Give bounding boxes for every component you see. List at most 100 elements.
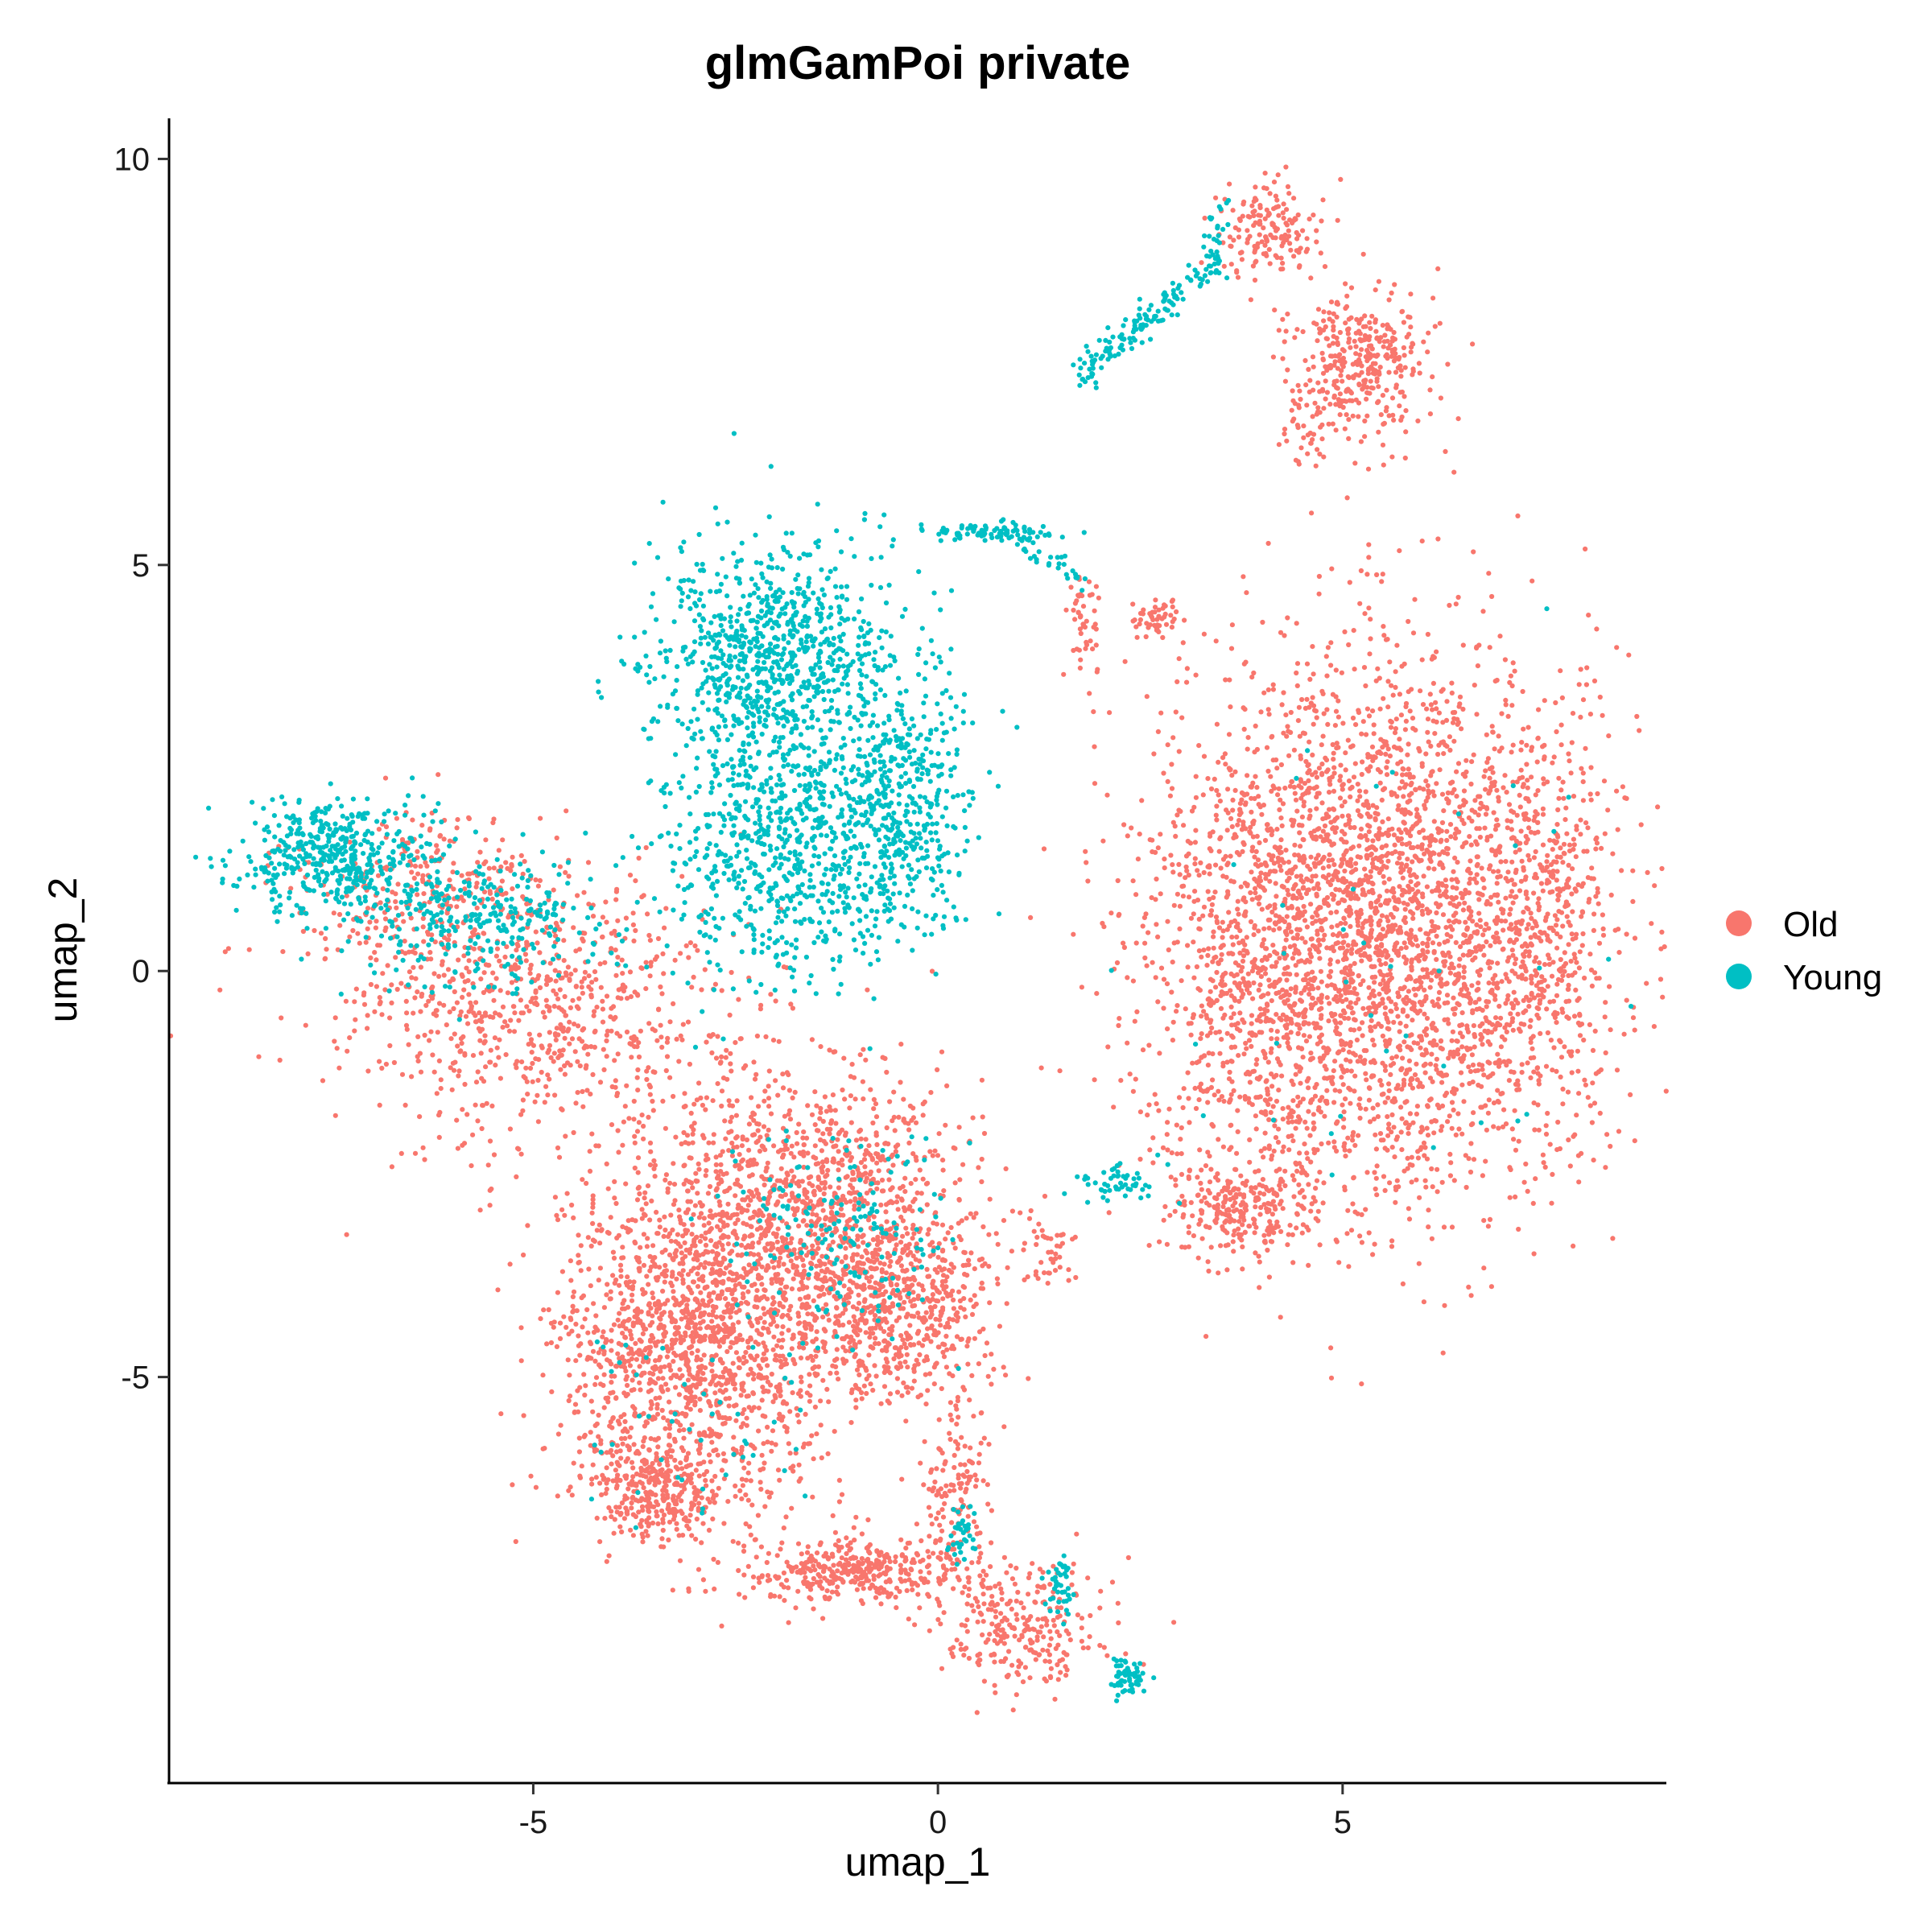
point-old xyxy=(1501,907,1506,913)
point-old xyxy=(1486,926,1492,931)
point-old xyxy=(1511,989,1517,995)
point-old xyxy=(1417,748,1422,754)
point-old xyxy=(1171,902,1177,908)
point-old xyxy=(1663,1088,1669,1094)
point-old xyxy=(1356,834,1363,840)
point-old xyxy=(1394,906,1400,912)
point-old xyxy=(1364,706,1370,712)
point-old xyxy=(1209,1025,1215,1031)
point-old xyxy=(1578,817,1583,823)
point-old xyxy=(644,1244,650,1249)
point-old xyxy=(1506,979,1512,985)
point-old xyxy=(1443,981,1448,987)
point-old xyxy=(1366,713,1373,719)
point-old xyxy=(572,1402,579,1407)
point-old xyxy=(1253,848,1259,854)
point-old xyxy=(1298,1100,1303,1105)
point-old xyxy=(1117,911,1122,917)
point-old xyxy=(1554,729,1559,735)
point-old xyxy=(1543,1131,1550,1137)
point-old xyxy=(1443,925,1449,931)
point-old xyxy=(1434,781,1439,786)
point-old xyxy=(1262,966,1268,972)
point-old xyxy=(1419,842,1425,848)
point-old xyxy=(1517,847,1522,852)
point-old xyxy=(1550,927,1556,934)
point-old xyxy=(1229,935,1235,940)
point-old xyxy=(1243,800,1249,806)
point-old xyxy=(1229,622,1235,628)
point-old xyxy=(1475,929,1480,935)
point-old xyxy=(1294,661,1301,667)
point-old xyxy=(1284,914,1290,919)
point-old xyxy=(1176,1095,1183,1100)
point-old xyxy=(1265,768,1271,774)
point-old xyxy=(1369,887,1375,893)
point-old xyxy=(1393,1187,1399,1193)
point-old xyxy=(1545,852,1550,858)
point-old xyxy=(1363,1207,1368,1212)
point-old xyxy=(1464,927,1470,932)
point-old xyxy=(1314,806,1319,811)
point-old xyxy=(1306,1085,1311,1091)
point-old xyxy=(780,1337,786,1343)
point-old xyxy=(1397,737,1402,742)
point-old xyxy=(1337,988,1343,993)
point-old xyxy=(1510,1027,1516,1033)
point-old xyxy=(1414,874,1419,880)
point-old xyxy=(730,1538,736,1544)
point-old xyxy=(1387,659,1393,665)
point-old xyxy=(1315,931,1320,937)
point-old xyxy=(1451,869,1456,874)
point-old xyxy=(1344,1231,1350,1236)
point-old xyxy=(1414,1077,1420,1083)
point-old xyxy=(1333,708,1340,714)
point-old xyxy=(637,1380,642,1385)
point-old xyxy=(1274,960,1279,965)
point-old xyxy=(1266,977,1272,983)
point-old xyxy=(1339,670,1344,675)
point-old xyxy=(1484,939,1489,945)
point-old xyxy=(1368,1024,1373,1030)
point-old xyxy=(1445,1017,1451,1022)
point-old xyxy=(1439,1179,1445,1185)
point-old xyxy=(1253,774,1258,779)
point-old xyxy=(1252,956,1258,962)
point-old xyxy=(1333,667,1339,673)
point-old xyxy=(1220,1060,1226,1066)
point-old xyxy=(1471,1110,1476,1116)
point-old xyxy=(1430,769,1435,774)
point-old xyxy=(1147,1147,1153,1153)
point-old xyxy=(1257,804,1263,810)
point-old xyxy=(1450,720,1456,725)
point-old xyxy=(1431,851,1437,857)
point-old xyxy=(1409,957,1414,963)
point-old xyxy=(1406,1216,1413,1222)
point-old xyxy=(1558,956,1563,963)
point-old xyxy=(658,1354,663,1360)
point-old xyxy=(1540,811,1546,817)
point-old xyxy=(1217,836,1223,842)
point-old xyxy=(1542,756,1547,762)
point-old xyxy=(1525,817,1532,823)
point-old xyxy=(1488,902,1493,907)
point-old xyxy=(741,1360,746,1366)
point-old xyxy=(1615,827,1620,832)
point-old xyxy=(1414,1177,1419,1183)
point-old xyxy=(1332,1018,1338,1023)
point-old xyxy=(1155,845,1161,851)
point-old xyxy=(1566,919,1571,925)
point-old xyxy=(1263,955,1269,960)
point-old xyxy=(1298,997,1303,1003)
point-old xyxy=(1361,877,1367,883)
point-old xyxy=(1314,1082,1319,1088)
point-old xyxy=(1170,1038,1175,1043)
point-old xyxy=(1385,1019,1391,1025)
point-old xyxy=(1249,968,1255,974)
point-old xyxy=(1482,927,1488,933)
point-old xyxy=(1455,1111,1461,1117)
point-old xyxy=(1452,1005,1458,1011)
point-old xyxy=(1503,702,1509,708)
point-old xyxy=(723,1136,729,1141)
point-old xyxy=(1116,1022,1121,1029)
